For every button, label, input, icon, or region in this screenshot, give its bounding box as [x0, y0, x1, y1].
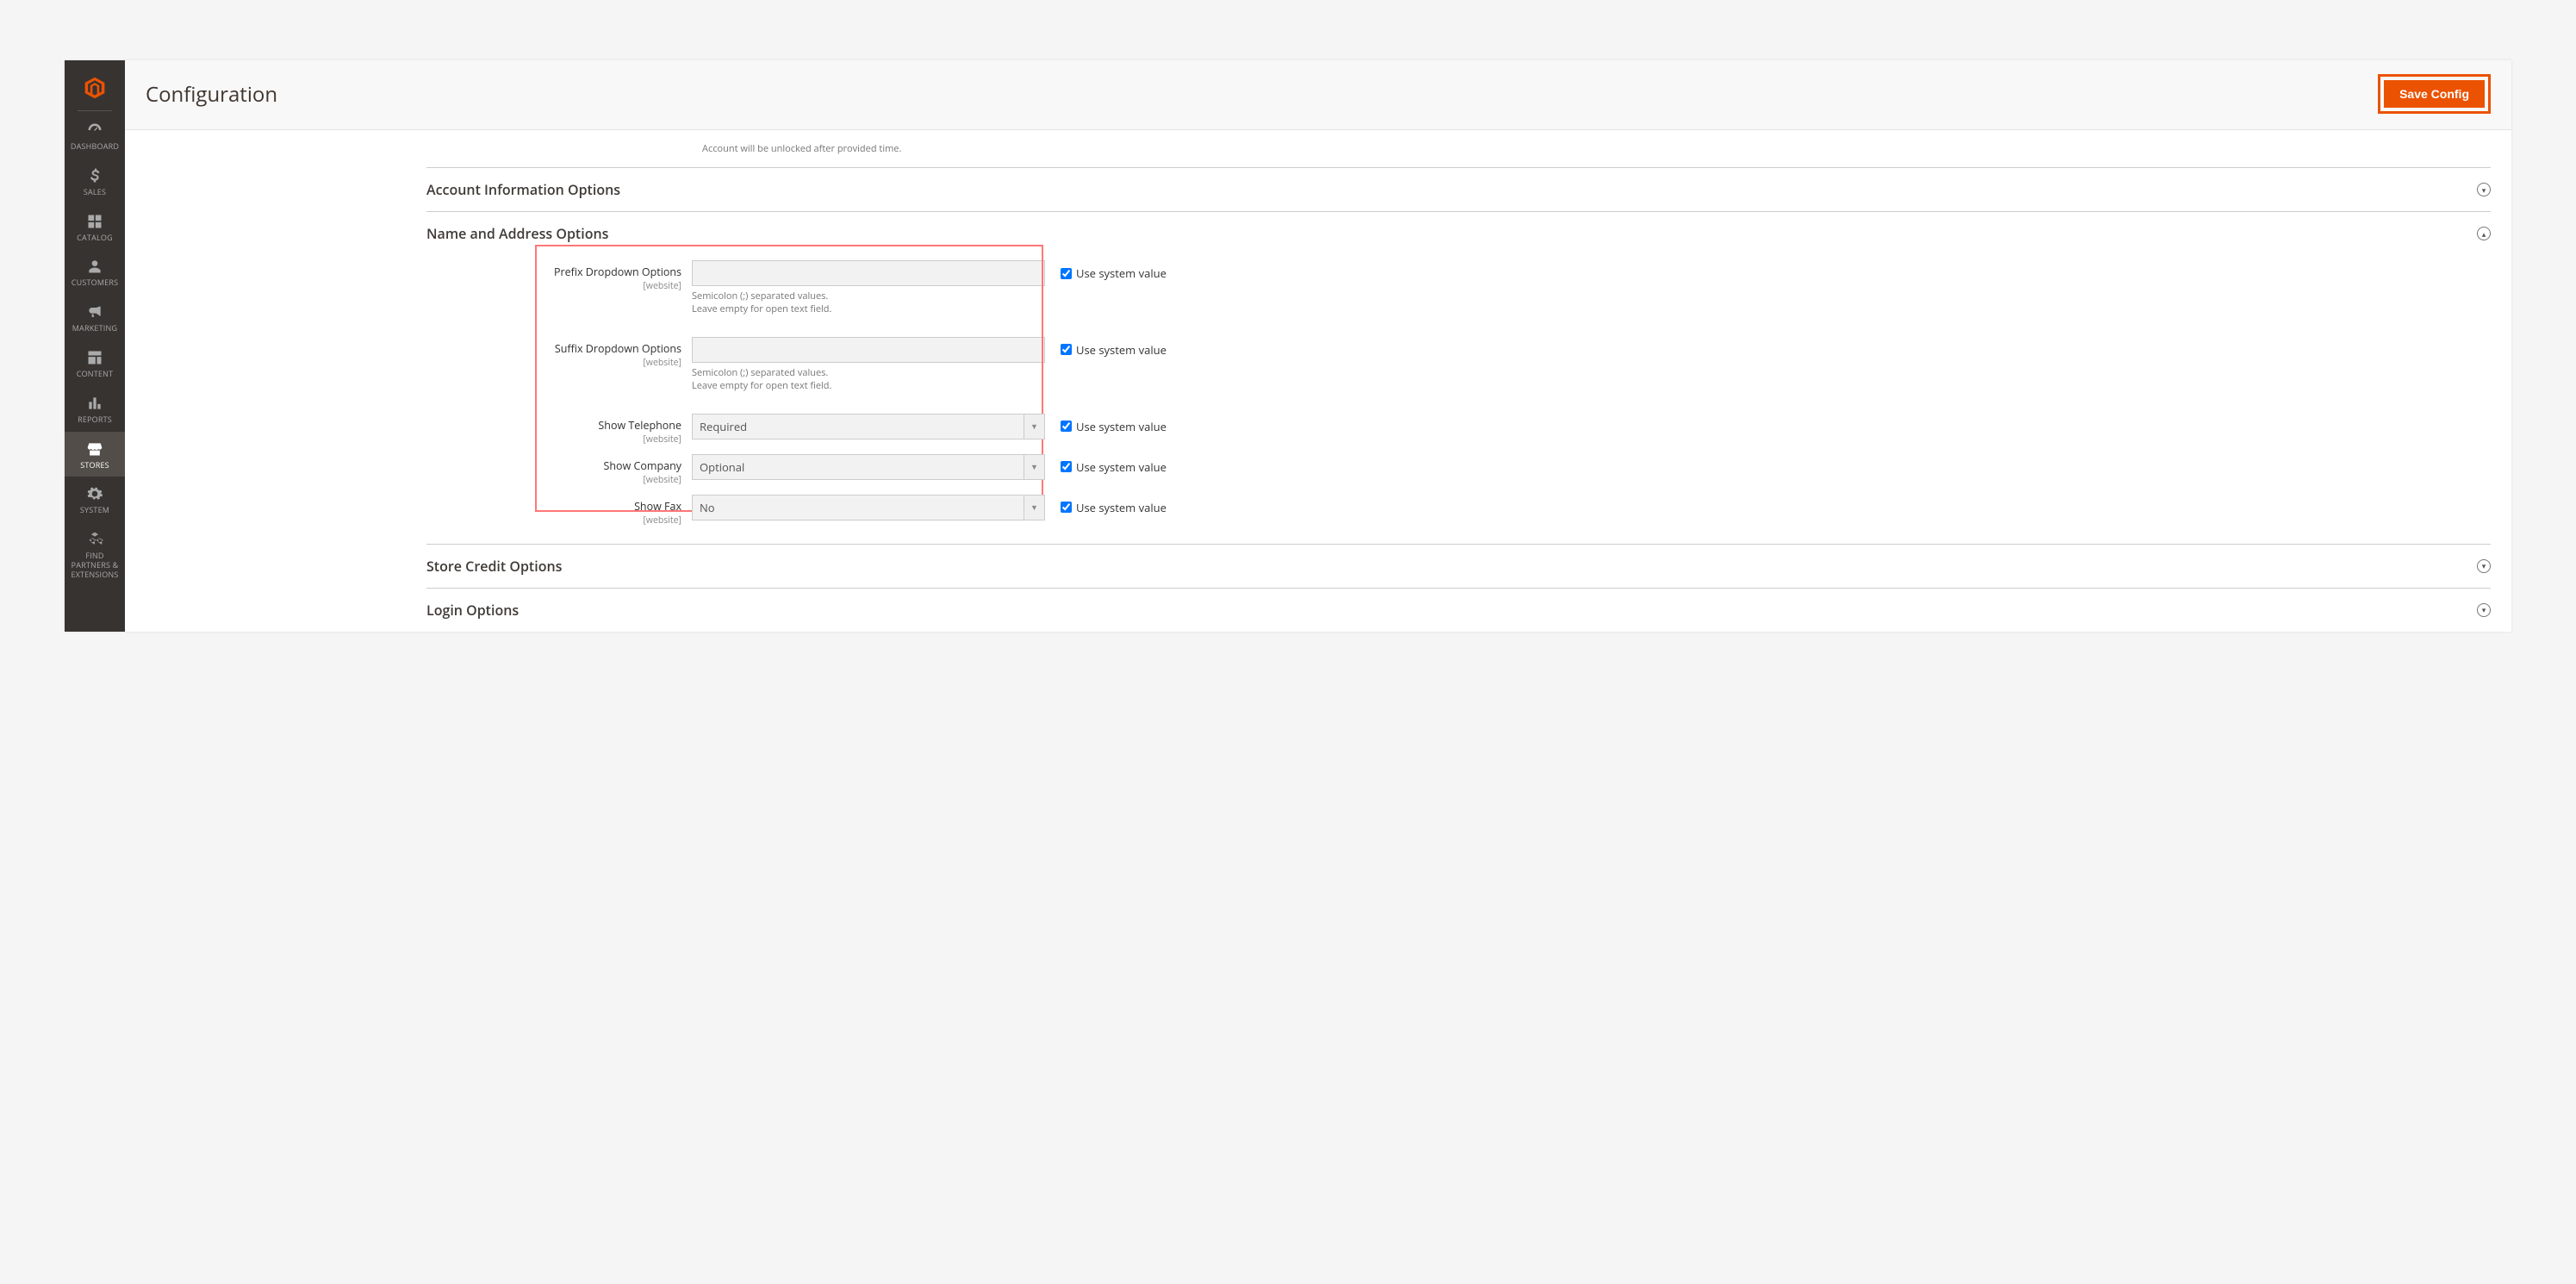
- section-title: Login Options: [426, 601, 519, 620]
- field-label: Show Company: [604, 458, 681, 473]
- field-label: Show Fax: [634, 499, 681, 514]
- chevron-down-icon: ▾: [2477, 183, 2491, 196]
- field-scope: [website]: [426, 474, 681, 486]
- nav-label: SALES: [80, 188, 109, 197]
- layout-icon: [86, 349, 103, 366]
- use-system-label[interactable]: Use system value: [1076, 459, 1167, 475]
- nav-label: CATALOG: [73, 234, 116, 243]
- save-button-highlight: Save Config: [2378, 74, 2491, 114]
- admin-sidebar: DASHBOARD SALES CATALOG CUSTOMERS MARKET…: [65, 60, 125, 632]
- sidebar-item-sales[interactable]: SALES: [65, 159, 125, 204]
- dashboard-icon: [86, 122, 103, 139]
- field-row-show-company: Show Company [website] Optional ▼: [426, 454, 2491, 486]
- sidebar-item-partners[interactable]: FIND PARTNERS & EXTENSIONS: [65, 522, 125, 586]
- prefix-dropdown-input[interactable]: [692, 260, 1045, 286]
- field-row-show-telephone: Show Telephone [website] Required ▼: [426, 414, 2491, 446]
- field-label: Show Telephone: [598, 418, 681, 433]
- field-label: Prefix Dropdown Options: [554, 265, 681, 279]
- field-scope: [website]: [426, 433, 681, 446]
- nav-label: CONTENT: [73, 370, 117, 379]
- use-system-label[interactable]: Use system value: [1076, 342, 1167, 358]
- section-login-options: Login Options ▾: [426, 588, 2491, 632]
- use-system-label[interactable]: Use system value: [1076, 265, 1167, 281]
- field-label: Suffix Dropdown Options: [555, 341, 681, 356]
- megaphone-icon: [86, 303, 103, 321]
- chevron-down-icon: ▾: [2477, 603, 2491, 617]
- unlock-hint: Account will be unlocked after provided …: [702, 142, 2491, 155]
- show-fax-select[interactable]: No ▼: [692, 495, 1045, 520]
- nav-label: FIND PARTNERS & EXTENSIONS: [65, 552, 125, 579]
- chevron-down-icon: ▼: [1024, 455, 1044, 479]
- field-scope: [website]: [426, 280, 681, 292]
- grid-icon: [86, 213, 103, 230]
- chevron-up-icon: ▴: [2477, 227, 2491, 240]
- main-panel: Configuration Save Config Account will b…: [125, 60, 2511, 632]
- content-area: Account will be unlocked after provided …: [125, 130, 2511, 632]
- page-title: Configuration: [146, 80, 277, 109]
- sidebar-item-content[interactable]: CONTENT: [65, 340, 125, 386]
- field-row-suffix: Suffix Dropdown Options [website] Semico…: [426, 337, 2491, 393]
- section-title: Name and Address Options: [426, 224, 608, 243]
- chevron-down-icon: ▼: [1024, 496, 1044, 520]
- show-company-select[interactable]: Optional ▼: [692, 454, 1045, 480]
- section-name-address: Name and Address Options ▴ Prefix Dropdo…: [426, 211, 2491, 544]
- dollar-icon: [86, 167, 103, 184]
- sidebar-item-reports[interactable]: REPORTS: [65, 386, 125, 432]
- section-title: Store Credit Options: [426, 557, 562, 576]
- nav-label: CUSTOMERS: [68, 278, 122, 288]
- cubes-icon: [86, 531, 103, 548]
- person-icon: [86, 258, 103, 275]
- suffix-dropdown-input[interactable]: [692, 337, 1045, 363]
- chevron-down-icon: ▾: [2477, 559, 2491, 573]
- nav-label: MARKETING: [69, 324, 121, 333]
- sidebar-item-system[interactable]: SYSTEM: [65, 477, 125, 522]
- magento-logo: [81, 74, 109, 102]
- field-scope: [website]: [426, 514, 681, 527]
- sidebar-item-dashboard[interactable]: DASHBOARD: [65, 113, 125, 159]
- use-system-checkbox-fax[interactable]: [1061, 502, 1072, 513]
- section-body-name-address: Prefix Dropdown Options [website] Semico…: [426, 243, 2491, 532]
- page-header: Configuration Save Config: [125, 60, 2511, 130]
- sidebar-divider: [78, 110, 112, 111]
- use-system-label[interactable]: Use system value: [1076, 500, 1167, 515]
- sidebar-item-catalog[interactable]: CATALOG: [65, 204, 125, 250]
- use-system-checkbox-suffix[interactable]: [1061, 344, 1072, 355]
- field-scope: [website]: [426, 357, 681, 369]
- field-row-show-fax: Show Fax [website] No ▼: [426, 495, 2491, 527]
- use-system-checkbox-prefix[interactable]: [1061, 268, 1072, 279]
- sidebar-item-marketing[interactable]: MARKETING: [65, 295, 125, 340]
- chevron-down-icon: ▼: [1024, 414, 1044, 439]
- bars-icon: [86, 395, 103, 412]
- section-header-account-info[interactable]: Account Information Options ▾: [426, 180, 2491, 199]
- nav-label: SYSTEM: [77, 506, 113, 515]
- save-config-button[interactable]: Save Config: [2384, 80, 2485, 108]
- section-account-info: Account Information Options ▾: [426, 167, 2491, 211]
- nav-label: REPORTS: [74, 415, 115, 425]
- show-telephone-select[interactable]: Required ▼: [692, 414, 1045, 439]
- section-header-login-options[interactable]: Login Options ▾: [426, 601, 2491, 620]
- sidebar-item-customers[interactable]: CUSTOMERS: [65, 249, 125, 295]
- use-system-checkbox-telephone[interactable]: [1061, 421, 1072, 432]
- nav-label: DASHBOARD: [67, 142, 122, 152]
- section-title: Account Information Options: [426, 180, 620, 199]
- section-store-credit: Store Credit Options ▾: [426, 544, 2491, 588]
- nav-label: STORES: [77, 461, 113, 471]
- use-system-label[interactable]: Use system value: [1076, 419, 1167, 434]
- gear-icon: [86, 485, 103, 502]
- section-header-store-credit[interactable]: Store Credit Options ▾: [426, 557, 2491, 576]
- app-shell: DASHBOARD SALES CATALOG CUSTOMERS MARKET…: [65, 60, 2511, 632]
- field-hint: Semicolon (;) separated values. Leave em…: [692, 290, 1045, 316]
- use-system-checkbox-company[interactable]: [1061, 461, 1072, 472]
- sidebar-item-stores[interactable]: STORES: [65, 432, 125, 477]
- field-row-prefix: Prefix Dropdown Options [website] Semico…: [426, 260, 2491, 316]
- storefront-icon: [86, 440, 103, 458]
- field-hint: Semicolon (;) separated values. Leave em…: [692, 366, 1045, 393]
- section-header-name-address[interactable]: Name and Address Options ▴: [426, 224, 2491, 243]
